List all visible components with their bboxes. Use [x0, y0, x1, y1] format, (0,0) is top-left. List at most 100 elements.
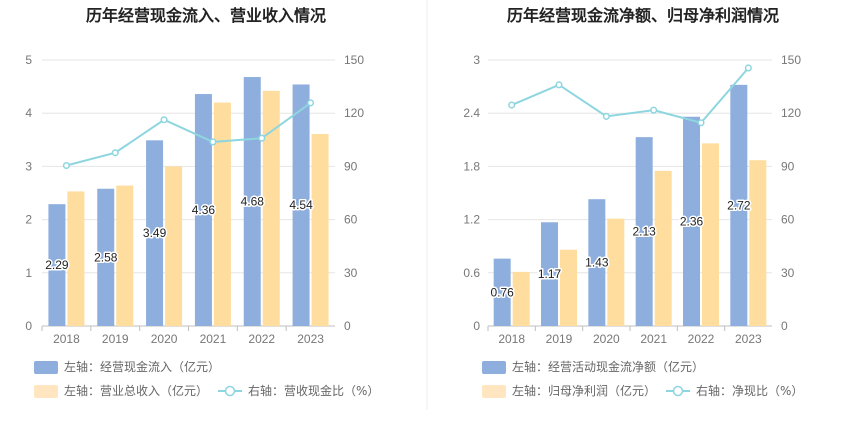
- legend-label-series-1: 左轴：经营活动现金流净额（亿元）: [512, 359, 704, 374]
- bar-series-1: [683, 116, 700, 326]
- line-point: [111, 149, 119, 157]
- bar-series-2: [607, 218, 625, 326]
- left-axis-tick-label: 3: [473, 53, 480, 67]
- x-axis-tick-label: 2020: [593, 332, 620, 346]
- data-label: 2.58: [94, 250, 118, 264]
- left-axis-tick-label: 2: [25, 213, 32, 227]
- legend-label-series-2: 左轴：归母净利润（亿元）: [512, 383, 656, 398]
- right-axis-tick-label: 60: [344, 213, 358, 227]
- data-label: 1.43: [585, 256, 609, 270]
- legend-swatch-series-1: [34, 361, 58, 374]
- right-axis-tick-label: 0: [344, 319, 351, 333]
- line-point: [307, 99, 315, 107]
- left-axis-tick-label: 4: [25, 106, 32, 120]
- x-axis-tick-label: 2023: [735, 332, 762, 346]
- bar-series-2: [654, 170, 672, 326]
- legend-marker-series-3: [672, 385, 684, 397]
- line-point: [508, 101, 516, 109]
- data-label: 2.13: [632, 225, 656, 239]
- data-label: 1.17: [538, 267, 562, 281]
- x-axis-tick-label: 2023: [297, 332, 324, 346]
- bar-series-2: [560, 249, 577, 326]
- left-axis-tick-label: 1.2: [463, 213, 480, 227]
- legend-swatch-series-2: [34, 385, 58, 398]
- chart-1-title: 历年经营现金流入、营业收入情况: [86, 6, 326, 25]
- left-axis-tick-label: 0.6: [463, 266, 480, 280]
- left-axis-tick-label: 1: [25, 266, 32, 280]
- bar-series-1: [493, 258, 511, 326]
- line-point: [602, 112, 610, 120]
- right-axis-tick-label: 120: [344, 106, 364, 120]
- left-axis-tick-label: 0: [25, 319, 32, 333]
- line-point: [744, 64, 752, 72]
- x-axis-tick-label: 2019: [102, 332, 129, 346]
- line-point: [258, 134, 266, 142]
- left-axis-tick-label: 1.8: [463, 159, 480, 173]
- data-label: 2.36: [680, 214, 704, 228]
- bar-series-2: [311, 133, 329, 326]
- chart-2-legend: 左轴：经营活动现金流净额（亿元） 左轴：归母净利润（亿元） 右轴：净现比（%）: [482, 359, 803, 398]
- x-axis-tick-label: 2022: [688, 332, 715, 346]
- legend-label-series-3: 右轴：营收现金比（%）: [248, 383, 379, 398]
- legend-swatch-series-1: [482, 361, 506, 374]
- line-series-3: [66, 102, 312, 167]
- chart-1-legend: 左轴：经营现金流入（亿元） 左轴：营业总收入（亿元） 右轴：营收现金比（%）: [34, 359, 379, 398]
- x-axis-tick-label: 2018: [53, 332, 80, 346]
- data-label: 2.72: [727, 198, 751, 212]
- chart-1: 0 1 2 3 4 5 0 30 60 90 120 150 2018 2019 2020 2021 2022 2…: [25, 53, 364, 346]
- x-axis-tick-label: 2018: [498, 332, 525, 346]
- line-point: [160, 116, 168, 124]
- right-axis-tick-label: 90: [781, 159, 795, 173]
- bar-series-1: [194, 94, 212, 326]
- bar-series-2: [116, 185, 134, 326]
- left-axis-tick-label: 2.4: [463, 106, 480, 120]
- chart-2-title: 历年经营现金流净额、归母净利润情况: [507, 6, 779, 25]
- legend-marker-series-3: [224, 385, 236, 397]
- right-axis-tick-label: 30: [344, 266, 358, 280]
- bar-series-1: [635, 137, 653, 326]
- x-axis-tick-label: 2020: [151, 332, 178, 346]
- data-label: 3.49: [143, 226, 167, 240]
- bar-series-1: [146, 140, 164, 326]
- right-axis-tick-label: 30: [781, 266, 795, 280]
- line-point: [555, 81, 563, 89]
- right-axis-tick-label: 0: [781, 319, 788, 333]
- legend-label-series-2: 左轴：营业总收入（亿元）: [64, 383, 208, 398]
- bar-series-2: [749, 160, 767, 326]
- bar-series-1: [97, 188, 115, 326]
- right-axis-tick-label: 90: [344, 159, 358, 173]
- line-point: [209, 138, 217, 146]
- right-axis-tick-label: 60: [781, 213, 795, 227]
- bar-series-2: [165, 166, 183, 326]
- bar-series-1: [541, 222, 558, 326]
- bar-series-1: [730, 84, 748, 327]
- data-label: 2.29: [45, 258, 69, 272]
- legend-swatch-series-2: [482, 385, 506, 398]
- left-axis-tick-label: 5: [25, 53, 32, 67]
- line-point: [697, 119, 705, 127]
- bar-series-2: [702, 143, 719, 326]
- left-axis-tick-label: 3: [25, 159, 32, 173]
- right-axis-tick-label: 150: [781, 53, 801, 67]
- x-axis-tick-label: 2021: [200, 332, 227, 346]
- bar-series-1: [292, 84, 310, 326]
- data-label: 0.76: [490, 285, 514, 299]
- line-series-3: [511, 67, 750, 124]
- line-point: [62, 161, 70, 170]
- data-label: 4.68: [241, 195, 265, 209]
- bar-series-1: [48, 204, 66, 326]
- line-point: [650, 106, 658, 114]
- data-label: 4.54: [289, 198, 313, 212]
- right-axis-tick-label: 150: [344, 53, 364, 67]
- x-axis-tick-label: 2021: [640, 332, 667, 346]
- left-axis-tick-label: 0: [473, 319, 480, 333]
- x-axis-tick-label: 2019: [546, 332, 573, 346]
- legend-label-series-3: 右轴：净现比（%）: [696, 383, 803, 398]
- bar-series-2: [213, 102, 231, 326]
- bar-series-2: [262, 90, 280, 326]
- bar-series-1: [588, 199, 606, 326]
- legend-label-series-1: 左轴：经营现金流入（亿元）: [64, 359, 220, 374]
